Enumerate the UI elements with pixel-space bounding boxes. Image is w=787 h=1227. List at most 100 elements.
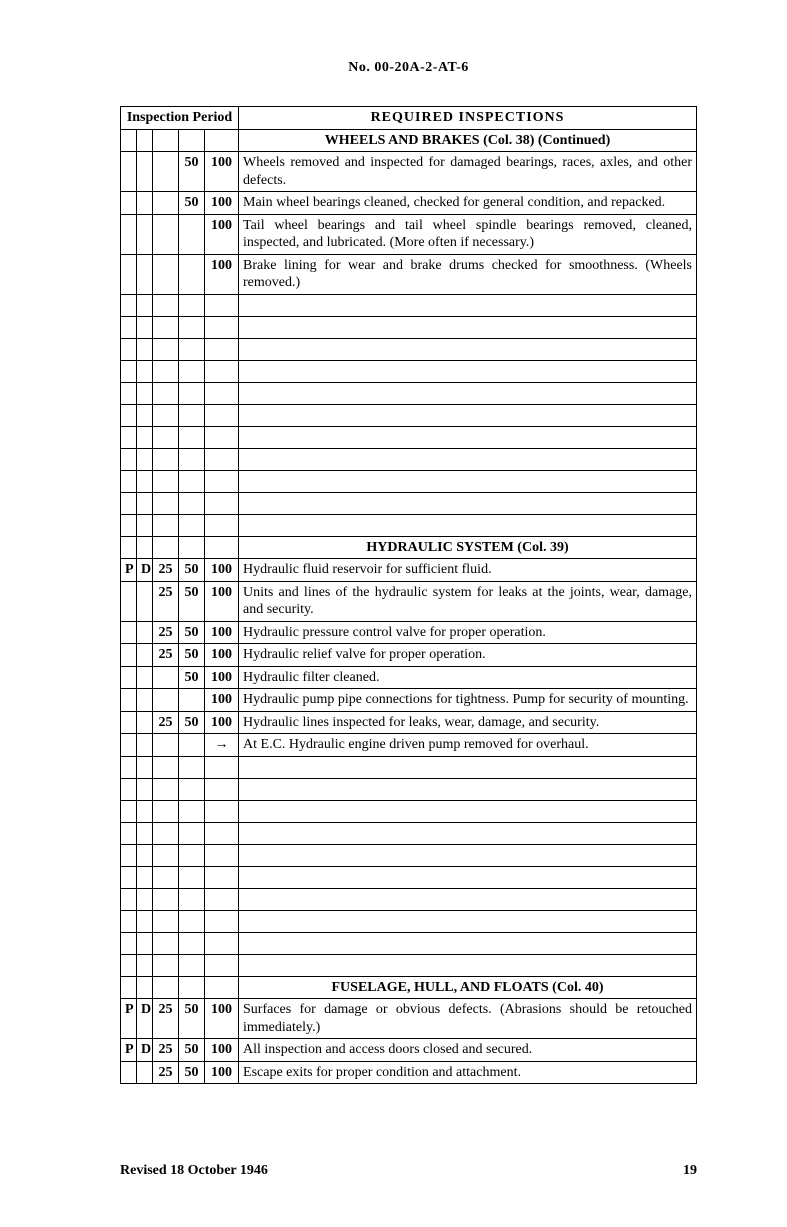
period-cell: 100: [205, 254, 239, 294]
blank-cell: [137, 778, 153, 800]
period-cell: [137, 214, 153, 254]
period-cell: 50: [179, 999, 205, 1039]
blank-cell: [121, 954, 137, 976]
period-cell: [121, 689, 137, 712]
blank-cell: [239, 448, 697, 470]
period-cell: 100: [205, 152, 239, 192]
table-cell: [153, 129, 179, 152]
blank-cell: [239, 954, 697, 976]
blank-cell: [153, 404, 179, 426]
blank-cell: [153, 426, 179, 448]
period-cell: D: [137, 999, 153, 1039]
period-cell: 50: [179, 644, 205, 667]
blank-cell: [121, 382, 137, 404]
blank-cell: [121, 404, 137, 426]
blank-cell: [121, 932, 137, 954]
table-cell: [153, 976, 179, 999]
period-cell: [121, 734, 137, 757]
blank-cell: [153, 932, 179, 954]
section-title: HYDRAULIC SYSTEM (Col. 39): [239, 536, 697, 559]
period-cell: P: [121, 999, 137, 1039]
period-cell: [179, 689, 205, 712]
blank-cell: [239, 338, 697, 360]
period-cell: 100: [205, 666, 239, 689]
page-number: 19: [683, 1163, 697, 1179]
period-cell: [121, 254, 137, 294]
table-cell: [179, 976, 205, 999]
period-cell: →: [205, 734, 239, 757]
blank-cell: [239, 910, 697, 932]
period-cell: P: [121, 1039, 137, 1062]
blank-cell: [137, 844, 153, 866]
blank-cell: [205, 822, 239, 844]
blank-cell: [137, 514, 153, 536]
inspection-description: Tail wheel bearings and tail wheel spind…: [239, 214, 697, 254]
page-footer: Revised 18 October 1946 19: [120, 1163, 697, 1179]
blank-cell: [205, 338, 239, 360]
period-cell: P: [121, 559, 137, 582]
blank-cell: [121, 470, 137, 492]
blank-cell: [121, 756, 137, 778]
period-cell: 100: [205, 1039, 239, 1062]
inspection-description: Wheels removed and inspected for damaged…: [239, 152, 697, 192]
blank-cell: [153, 382, 179, 404]
revised-date: Revised 18 October 1946: [120, 1163, 268, 1179]
period-cell: 25: [153, 1039, 179, 1062]
blank-cell: [121, 360, 137, 382]
blank-cell: [205, 954, 239, 976]
period-cell: [121, 666, 137, 689]
inspection-description: Brake lining for wear and brake drums ch…: [239, 254, 697, 294]
blank-cell: [179, 954, 205, 976]
blank-cell: [137, 360, 153, 382]
blank-cell: [239, 294, 697, 316]
period-cell: 100: [205, 999, 239, 1039]
blank-cell: [137, 316, 153, 338]
period-cell: [153, 152, 179, 192]
period-cell: [153, 214, 179, 254]
period-cell: D: [137, 559, 153, 582]
blank-cell: [239, 800, 697, 822]
blank-cell: [179, 888, 205, 910]
blank-cell: [137, 404, 153, 426]
blank-cell: [205, 778, 239, 800]
blank-cell: [179, 778, 205, 800]
blank-cell: [205, 492, 239, 514]
blank-cell: [137, 822, 153, 844]
blank-cell: [121, 492, 137, 514]
period-cell: 50: [179, 559, 205, 582]
blank-cell: [121, 800, 137, 822]
blank-cell: [153, 954, 179, 976]
inspection-description: Hydraulic pressure control valve for pro…: [239, 621, 697, 644]
blank-cell: [179, 382, 205, 404]
inspection-description: Main wheel bearings cleaned, checked for…: [239, 192, 697, 215]
period-cell: [137, 711, 153, 734]
blank-cell: [205, 404, 239, 426]
period-cell: [137, 689, 153, 712]
blank-cell: [153, 492, 179, 514]
blank-cell: [205, 316, 239, 338]
period-cell: 25: [153, 1061, 179, 1084]
blank-cell: [205, 866, 239, 888]
period-cell: D: [137, 1039, 153, 1062]
blank-cell: [205, 888, 239, 910]
blank-cell: [153, 448, 179, 470]
period-cell: [121, 152, 137, 192]
period-cell: [153, 192, 179, 215]
period-cell: [153, 689, 179, 712]
blank-cell: [179, 822, 205, 844]
blank-cell: [179, 360, 205, 382]
blank-cell: [137, 448, 153, 470]
table-cell: [153, 536, 179, 559]
blank-cell: [205, 910, 239, 932]
blank-cell: [121, 822, 137, 844]
inspection-description: Escape exits for proper condition and at…: [239, 1061, 697, 1084]
blank-cell: [239, 514, 697, 536]
period-cell: 100: [205, 644, 239, 667]
blank-cell: [179, 470, 205, 492]
blank-cell: [153, 756, 179, 778]
period-cell: [153, 254, 179, 294]
blank-cell: [137, 866, 153, 888]
blank-cell: [121, 338, 137, 360]
required-inspections-header: REQUIRED INSPECTIONS: [239, 107, 697, 130]
period-cell: 100: [205, 214, 239, 254]
